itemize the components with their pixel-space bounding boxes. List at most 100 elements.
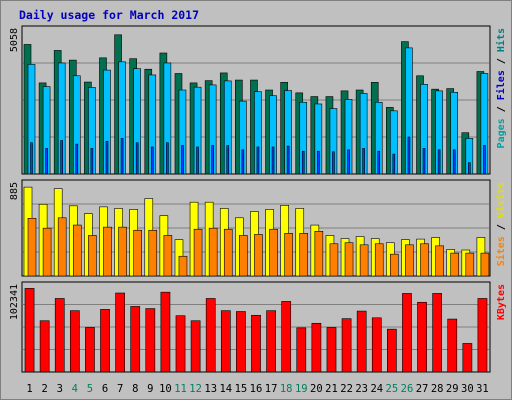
x-tick-label-day-28: 28	[431, 383, 444, 395]
x-tick-label-day-14: 14	[219, 383, 232, 395]
bar-pages-day-28	[437, 149, 441, 175]
x-tick-label-day-5: 5	[87, 383, 93, 395]
bar-sites-day-1	[27, 218, 37, 277]
bar-pages-day-20	[317, 150, 320, 175]
bar-kbytes-day-20	[311, 322, 322, 373]
bar-pages-day-14	[226, 145, 230, 175]
series-pages	[30, 136, 486, 175]
bar-pages-day-16	[256, 146, 260, 175]
bar-sites-day-27	[420, 243, 429, 277]
bar-sites-day-13	[208, 227, 218, 277]
x-tick-label-day-10: 10	[159, 383, 172, 395]
x-tick-label-day-18: 18	[280, 383, 293, 395]
bar-sites-day-24	[374, 243, 384, 277]
x-tick-label-day-9: 9	[147, 383, 153, 395]
bar-pages-day-22	[347, 149, 350, 175]
bar-sites-day-18	[284, 233, 293, 277]
x-tick-label-day-17: 17	[265, 383, 278, 395]
bar-kbytes-day-6	[100, 309, 110, 373]
bar-kbytes-day-14	[220, 310, 231, 373]
bar-sites-day-28	[435, 245, 444, 277]
x-tick-label-day-29: 29	[446, 383, 459, 395]
chart-panels: 5058 Pages / Files / Hits 885 Sites / Visit…	[9, 25, 507, 373]
legend-visits: Visits	[495, 182, 507, 218]
legend-separator: /	[496, 218, 507, 236]
bar-kbytes-day-25	[387, 328, 397, 373]
x-tick-label-day-20: 20	[310, 383, 323, 395]
x-tick-label-day-27: 27	[416, 383, 429, 395]
bar-pages-day-15	[241, 149, 245, 175]
x-tick-label-day-24: 24	[370, 383, 383, 395]
bar-pages-day-2	[45, 148, 48, 175]
x-tick-label-day-3: 3	[57, 383, 63, 395]
panel-hits-files-pages: 5058 Pages / Files / Hits	[9, 25, 507, 175]
bar-kbytes-day-15	[236, 311, 246, 373]
bar-kbytes-day-23	[356, 310, 367, 373]
bar-kbytes-day-18	[281, 301, 292, 373]
bar-kbytes-day-24	[371, 317, 382, 373]
x-axis-labels: 1 2 3 4 5 6 7 8 9 10 11 12 13 14 15 16 17 18 19 20 21 22 23 24 2…	[26, 383, 488, 395]
bar-sites-day-29	[450, 252, 460, 277]
panel-max-label: 102341	[9, 284, 20, 320]
bar-sites-day-16	[254, 234, 263, 277]
bar-pages-day-18	[286, 145, 290, 175]
bar-pages-day-4	[75, 143, 79, 175]
bar-kbytes-day-26	[402, 293, 412, 373]
bar-pages-day-23	[362, 148, 365, 175]
bar-kbytes-day-31	[477, 298, 488, 373]
bar-kbytes-day-19	[296, 327, 307, 373]
bar-sites-day-2	[42, 227, 52, 277]
bar-pages-day-8	[135, 142, 139, 175]
x-tick-label-day-8: 8	[132, 383, 138, 395]
bar-kbytes-day-13	[205, 298, 216, 373]
bar-sites-day-4	[72, 224, 82, 277]
bar-sites-day-5	[88, 235, 97, 277]
chart-title: Daily usage for March 2017	[19, 8, 199, 22]
bar-pages-day-19	[301, 150, 305, 175]
x-tick-label-day-15: 15	[235, 383, 248, 395]
bar-sites-day-6	[103, 226, 112, 277]
series-files	[27, 47, 489, 175]
series-sites	[27, 217, 490, 277]
bar-pages-day-29	[452, 149, 456, 175]
legend-kbytes: KBytes	[496, 284, 507, 320]
x-tick-label-day-2: 2	[41, 383, 47, 395]
bar-sites-day-30	[465, 252, 475, 277]
bar-pages-day-31	[483, 145, 486, 175]
x-tick-label-day-11: 11	[174, 383, 187, 395]
bar-sites-day-7	[118, 226, 127, 277]
legend-pages: Pages	[496, 118, 507, 148]
bar-sites-day-10	[163, 235, 173, 277]
x-tick-label-day-7: 7	[117, 383, 123, 395]
bar-sites-day-17	[269, 228, 278, 277]
bar-sites-day-8	[133, 229, 142, 277]
bar-pages-day-10	[166, 142, 169, 175]
bar-sites-day-3	[57, 217, 67, 277]
bar-pages-day-6	[105, 140, 109, 175]
bar-sites-day-19	[299, 233, 309, 277]
bar-sites-day-22	[344, 242, 354, 277]
bar-kbytes-day-4	[69, 310, 80, 373]
bar-sites-day-26	[405, 244, 414, 277]
x-tick-label-day-1: 1	[26, 383, 32, 395]
bar-kbytes-day-12	[190, 320, 201, 373]
bar-sites-day-20	[314, 231, 324, 277]
panel-kbytes: 102341 KBytes	[9, 281, 507, 373]
bar-sites-day-15	[239, 235, 248, 277]
bar-sites-day-25	[390, 253, 399, 277]
x-tick-label-day-12: 12	[189, 383, 202, 395]
bar-sites-day-12	[193, 228, 203, 277]
bar-kbytes-day-21	[326, 327, 337, 373]
bar-kbytes-day-1	[24, 288, 35, 373]
x-tick-label-day-21: 21	[325, 383, 338, 395]
x-tick-label-day-23: 23	[355, 383, 368, 395]
bar-kbytes-day-17	[266, 310, 276, 373]
bar-pages-day-13	[211, 145, 214, 175]
bar-kbytes-day-30	[462, 343, 473, 373]
series-kbytes	[24, 288, 488, 373]
bar-sites-day-9	[148, 229, 158, 277]
x-tick-label-day-4: 4	[72, 383, 78, 395]
bar-pages-day-9	[150, 146, 154, 175]
bar-kbytes-day-2	[39, 320, 50, 373]
